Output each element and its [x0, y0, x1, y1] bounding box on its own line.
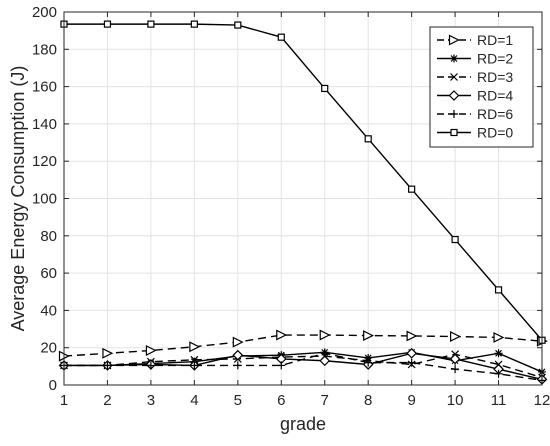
y-tick-label: 140 [32, 116, 57, 133]
data-point-rd-0 [190, 20, 198, 28]
y-tick-label: 100 [32, 191, 57, 208]
x-axis-title: grade [280, 414, 326, 434]
legend-item-rd-4: RD=4 [437, 88, 513, 104]
y-tick-label: 40 [40, 302, 57, 319]
data-point-rd-0 [364, 135, 372, 143]
y-tick-label: 80 [40, 228, 57, 245]
data-point-rd-1 [189, 341, 201, 353]
legend-marker-rd-4 [448, 90, 460, 101]
y-tick-label: 20 [40, 340, 57, 357]
data-point-rd-4 [319, 355, 331, 367]
x-tick-label: 5 [234, 392, 242, 409]
legend-label-rd-1: RD=1 [477, 32, 513, 48]
x-tick-label: 3 [147, 392, 155, 409]
data-point-rd-4 [232, 349, 244, 361]
series-line-rd-1 [63, 334, 543, 357]
legend-label-rd-4: RD=4 [477, 88, 513, 104]
data-point-rd-4 [449, 353, 461, 365]
tick-layer: 1 2 3 4 5 6 7 8 9 10 11 120204060801001201401601802… [32, 4, 550, 409]
data-point-rd-1 [406, 330, 418, 342]
legend-label-rd-2: RD=2 [477, 51, 513, 67]
data-point-rd-1 [102, 347, 114, 359]
legend-item-rd-1: RD=1 [437, 32, 513, 48]
data-point-rd-0 [147, 20, 155, 28]
data-point-rd-3 [190, 355, 199, 364]
x-tick-label: 7 [321, 392, 329, 409]
data-point-rd-0 [103, 20, 112, 28]
y-tick-label: 120 [32, 153, 57, 170]
x-tick-label: 8 [364, 392, 372, 409]
data-point-rd-6 [233, 361, 242, 370]
data-point-rd-1 [449, 331, 461, 342]
data-point-rd-6 [103, 361, 112, 370]
legend-marker-rd-6 [450, 110, 458, 118]
data-point-rd-6 [407, 358, 416, 367]
data-point-rd-6 [190, 361, 199, 370]
x-tick-label: 2 [103, 392, 111, 409]
legend-marker-rd-2 [450, 54, 458, 63]
x-tick-label: 9 [407, 392, 415, 409]
legend-marker-rd-1 [448, 34, 460, 46]
legend-marker-rd-3 [450, 73, 458, 81]
legend-label-rd-3: RD=3 [477, 69, 513, 85]
legend-box [429, 26, 534, 148]
x-tick-label: 12 [534, 392, 550, 409]
y-tick-label: 200 [32, 4, 57, 21]
data-point-rd-6 [320, 349, 329, 358]
data-point-rd-0 [408, 185, 416, 193]
y-axis-title: Average Energy Consumption (J) [8, 66, 28, 332]
legend: RD=1 RD=2 RD=3 RD=4 RD=6 RD=0 [429, 26, 534, 148]
data-point-rd-2 [494, 349, 503, 358]
x-tick-label: 4 [190, 392, 198, 409]
data-point-rd-1 [319, 329, 331, 341]
data-point-rd-6 [146, 361, 155, 370]
legend-label-rd-0: RD=0 [477, 125, 513, 141]
series-line-rd-2 [64, 351, 543, 373]
data-point-rd-1 [232, 336, 244, 348]
data-point-rd-1 [363, 330, 375, 342]
y-tick-label: 60 [40, 265, 57, 282]
legend-item-rd-3: RD=3 [437, 69, 513, 85]
legend-item-rd-0: RD=0 [437, 125, 513, 141]
x-tick-label: 1 [60, 392, 68, 409]
data-point-rd-6 [277, 361, 286, 370]
x-tick-label: 10 [447, 392, 464, 409]
data-point-rd-0 [234, 21, 242, 29]
data-point-rd-4 [406, 347, 417, 359]
data-point-rd-6 [451, 365, 460, 374]
legend-item-rd-2: RD=2 [437, 51, 513, 67]
legend-label-rd-6: RD=6 [477, 106, 513, 122]
data-point-rd-2 [364, 353, 373, 362]
legend-marker-rd-0 [450, 128, 458, 137]
series-line-rd-0 [64, 23, 543, 341]
series-line-rd-3 [64, 353, 543, 379]
series-line-rd-6 [64, 352, 543, 382]
data-point-rd-0 [277, 33, 285, 41]
data-point-rd-1 [276, 329, 288, 341]
data-point-rd-0 [451, 235, 459, 244]
data-point-rd-6 [364, 358, 373, 367]
y-tick-label: 0 [49, 377, 57, 394]
data-point-rd-0 [321, 84, 329, 93]
data-point-rd-1 [493, 331, 505, 343]
data-point-rd-1 [145, 345, 157, 356]
data-point-rd-6 [494, 369, 503, 378]
x-tick-label: 11 [491, 392, 507, 409]
y-tick-label: 180 [32, 41, 57, 58]
y-tick-label: 160 [32, 79, 57, 96]
x-tick-label: 6 [277, 392, 285, 409]
data-point-rd-0 [494, 286, 503, 294]
legend-item-rd-6: RD=6 [437, 106, 513, 122]
